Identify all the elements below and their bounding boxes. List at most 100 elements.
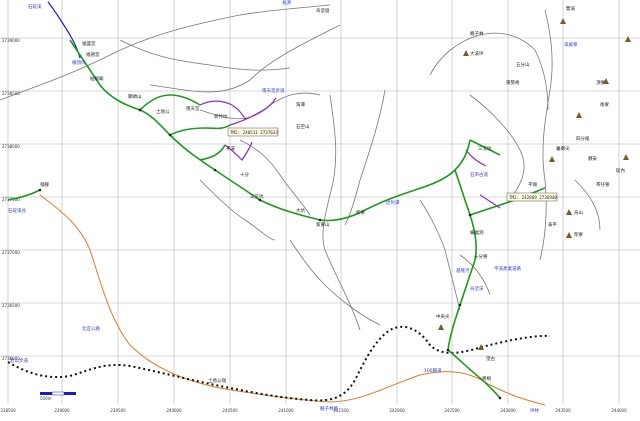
place-label: 新竹坑: [214, 113, 228, 120]
coordinate-grid: [0, 0, 640, 404]
place-label: 菁桐: [482, 375, 491, 382]
waypoint-marker: [213, 168, 217, 172]
place-label: 長源: [282, 0, 291, 6]
place-label: 楓子林: [470, 30, 484, 37]
place-label: 薯榔尖: [556, 145, 570, 152]
place-label: 三叉坑: [250, 193, 264, 200]
waypoint-marker: [468, 213, 472, 217]
place-label: 福德宮: [86, 51, 100, 58]
place-label: 三叉坑: [478, 145, 492, 152]
place-label: 姑娘廟: [90, 75, 104, 82]
place-label: 四分尾: [576, 135, 590, 142]
peak-icon: [560, 18, 566, 24]
place-label: 嶺腳: [40, 181, 49, 188]
place-label: 蝙蝠洞: [470, 229, 484, 236]
place-label: 土地公嶺: [208, 377, 226, 384]
peak-icon: [566, 232, 572, 238]
place-label: 泰平: [548, 221, 557, 228]
waypoint-marker: [318, 218, 322, 222]
place-label: 烏塗溪: [470, 285, 484, 292]
coordinate-text: TM2: 240511 2737633: [230, 130, 278, 135]
place-label: 岩山步道: [10, 357, 28, 364]
x-tick-label: 240000: [166, 408, 182, 413]
place-label: 後寮: [600, 101, 609, 108]
y-tick-label: 2739000: [2, 38, 20, 43]
dotted-road: [7, 325, 551, 402]
place-label: 石笋古道: [470, 171, 488, 178]
coordinate-box[interactable]: TM2: 240511 2737633: [227, 127, 278, 137]
river: [47, 1, 81, 59]
place-label: 靜安: [588, 155, 597, 162]
y-tick-label: 2736000: [2, 356, 20, 361]
peak-icon: [603, 78, 609, 84]
y-tick-label: 2737000: [2, 250, 20, 255]
place-label: 南天宮步道: [262, 87, 285, 94]
place-label: 基隆河: [456, 267, 470, 274]
peak-icon: [625, 36, 631, 42]
purple-routes: [199, 97, 501, 209]
waypoint-marker: [138, 108, 142, 112]
x-tick-label: 242000: [389, 408, 405, 413]
waypoint-marker: [498, 396, 502, 400]
scale-bar: 500m: [40, 391, 76, 401]
peak-icon: [566, 209, 572, 215]
waypoint-marker: [458, 303, 462, 307]
place-label: 北宜公路: [82, 325, 100, 332]
place-label: 頂寮: [596, 79, 605, 86]
place-label: 五分山: [516, 61, 530, 68]
place-label: 石碇溪: [28, 3, 42, 10]
x-tick-label: 243000: [500, 408, 516, 413]
place-label: 新寮: [356, 209, 365, 216]
peak-icon: [623, 154, 629, 160]
place-label: 獅頭山: [128, 93, 142, 100]
waypoint-marker: [38, 188, 42, 192]
place-label: 南天宮: [186, 105, 200, 112]
y-tick-label: 2736500: [2, 303, 20, 308]
x-axis-labels: 238500 239000 239500 240000 240500 24100…: [0, 408, 627, 413]
place-label: 坪林: [530, 407, 539, 414]
peak-icon: [576, 112, 582, 118]
place-label: 石碇溪谷: [8, 207, 26, 214]
place-labels: 石碇溪 福盛宮 福德宮 柵頂坑 姑娘廟 獅頭山 土地公 南天宮 新竹坑 南天宮步…: [8, 0, 625, 414]
x-tick-label: 241500: [333, 408, 349, 413]
peak-icon: [438, 324, 444, 330]
x-tick-label: 241000: [278, 408, 294, 413]
peak-icon: [463, 50, 469, 56]
place-label: 溪尾寮: [564, 41, 578, 48]
place-label: 平溪產業道路: [494, 265, 521, 272]
place-label: 大溪坪: [470, 50, 484, 57]
place-label: 平溪: [226, 145, 235, 152]
peak-markers: [438, 18, 631, 350]
place-label: 平湖: [528, 181, 537, 188]
place-label: 碇內: [616, 167, 625, 174]
place-label: 望古: [486, 355, 495, 362]
x-tick-label: 239000: [54, 408, 70, 413]
waypoint-marker: [446, 348, 450, 352]
coordinate-box[interactable]: TM2: 242869 2736940: [506, 192, 557, 202]
waypoint-marker: [168, 133, 172, 137]
place-label: 106縣道: [424, 367, 442, 374]
place-label: 中央尖: [436, 313, 450, 320]
orange-road: [39, 194, 546, 406]
x-tick-label: 244000: [611, 408, 627, 413]
x-tick-label: 240500: [222, 408, 238, 413]
place-label: 雙溪: [566, 5, 575, 12]
peak-icon: [549, 156, 555, 162]
place-label: 福盛宮: [82, 40, 96, 47]
place-label: 虎豹潭: [386, 199, 400, 206]
x-tick-label: 238500: [0, 408, 16, 413]
place-label: 楓子林路: [320, 405, 338, 412]
place-label: 灣潭: [296, 101, 305, 108]
place-label: 十分: [240, 171, 249, 178]
y-tick-label: 2738000: [2, 144, 20, 149]
x-tick-label: 239500: [110, 408, 126, 413]
place-label: 紫東山: [316, 221, 330, 228]
place-label: 十分寮: [474, 253, 488, 260]
place-label: 大坑: [296, 207, 305, 214]
waypoint-marker: [258, 198, 262, 202]
place-label: 柴寮: [574, 231, 583, 238]
x-tick-label: 242500: [444, 408, 460, 413]
scale-bar-label: 500m: [40, 396, 52, 401]
